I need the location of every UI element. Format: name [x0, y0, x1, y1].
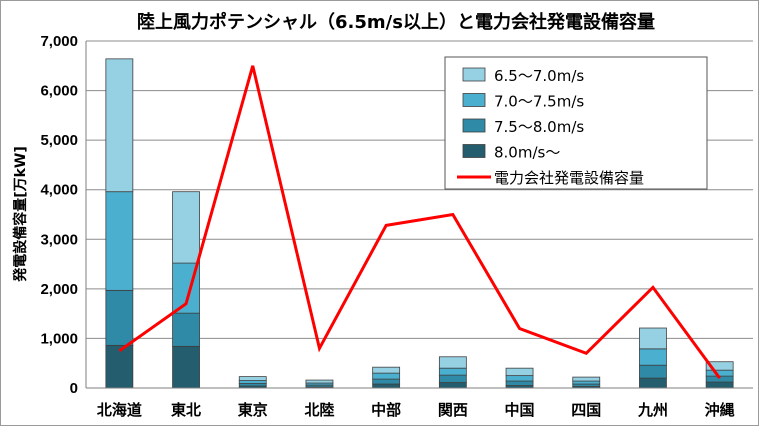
x-tick-label: 北陸 — [304, 401, 334, 419]
bar-segment — [372, 378, 401, 385]
chart-title: 陸上風力ポテンシャル（6.5m/s以上）と電力会社発電設備容量 — [137, 11, 655, 33]
bar-segment — [505, 367, 534, 377]
x-tick-labels: 北海道 東北 東京 北陸 中部 関西 中国 四国 九州 沖縄 — [97, 401, 735, 419]
legend-label: 8.0m/s～ — [494, 144, 560, 162]
bars — [105, 58, 734, 389]
legend-swatch — [462, 144, 486, 158]
x-tick-label: 沖縄 — [705, 401, 735, 419]
bar-segment — [172, 191, 200, 264]
legend-label: 7.0～7.5m/s — [494, 93, 584, 111]
y-tick-label: 4,000 — [40, 182, 78, 199]
bar-segment — [438, 356, 467, 369]
bar-segment — [238, 380, 267, 384]
bar-segment — [105, 191, 134, 291]
bar-segment — [438, 374, 467, 383]
x-tick-label: 北海道 — [97, 401, 142, 419]
x-tick-label: 東京 — [238, 401, 268, 419]
bar-segment — [639, 327, 667, 350]
legend-swatch — [462, 93, 486, 107]
bar-segment — [572, 380, 601, 385]
y-tick-label: 7,000 — [40, 33, 78, 50]
bar-segment — [705, 369, 734, 377]
legend-label: 7.5～8.0m/s — [494, 118, 584, 136]
legend-box — [444, 56, 708, 190]
x-tick-label: 中国 — [505, 401, 535, 419]
x-tick-label: 九州 — [637, 401, 668, 419]
bar-segment — [305, 379, 334, 384]
bar-segment — [639, 364, 667, 379]
y-tick-label: 2,000 — [40, 281, 78, 298]
bar-segment — [105, 289, 134, 346]
legend-swatch — [462, 118, 486, 133]
y-tick-labels: 0 1,000 2,000 3,000 4,000 5,000 6,000 7,000 — [40, 33, 78, 397]
legend-label: 6.5～7.0m/s — [494, 67, 584, 85]
bar-segment — [505, 375, 534, 382]
bar-segment — [238, 376, 267, 381]
x-tick-label: 東北 — [171, 401, 201, 419]
bar-segment — [705, 361, 734, 371]
x-tick-label: 中部 — [371, 401, 401, 419]
x-tick-label: 四国 — [571, 401, 601, 419]
legend: 6.5～7.0m/s 7.0～7.5m/s 7.5～8.0m/s 8.0m/s～ 電力会… — [444, 56, 708, 190]
y-tick-label: 1,000 — [40, 330, 78, 347]
bar-segment — [105, 344, 134, 389]
bar-segment — [438, 382, 467, 389]
y-tick-label: 6,000 — [40, 83, 78, 100]
bar-segment — [705, 381, 734, 389]
legend-label: 電力会社発電設備容量 — [494, 169, 644, 187]
bar-segment — [372, 383, 401, 389]
bar-segment — [639, 377, 667, 389]
axes — [85, 41, 753, 389]
capacity-line-series — [118, 65, 721, 379]
y-axis-label: 発電設備容量[万kW] — [12, 146, 29, 283]
bar-segment — [372, 366, 401, 374]
bar-segment — [372, 372, 401, 380]
bar-segment — [572, 376, 601, 382]
capacity-line — [118, 65, 721, 379]
bar-segment — [438, 367, 467, 376]
bar-segment — [105, 58, 134, 193]
y-tick-label: 3,000 — [40, 231, 78, 248]
legend-swatch — [462, 67, 486, 82]
bar-segment — [505, 380, 534, 386]
y-tick-label: 5,000 — [40, 132, 78, 149]
bar-segment — [639, 348, 667, 366]
x-tick-label: 関西 — [438, 401, 468, 419]
y-tick-label: 0 — [70, 380, 78, 397]
bar-segment — [172, 312, 200, 347]
bar-segment — [172, 345, 200, 389]
